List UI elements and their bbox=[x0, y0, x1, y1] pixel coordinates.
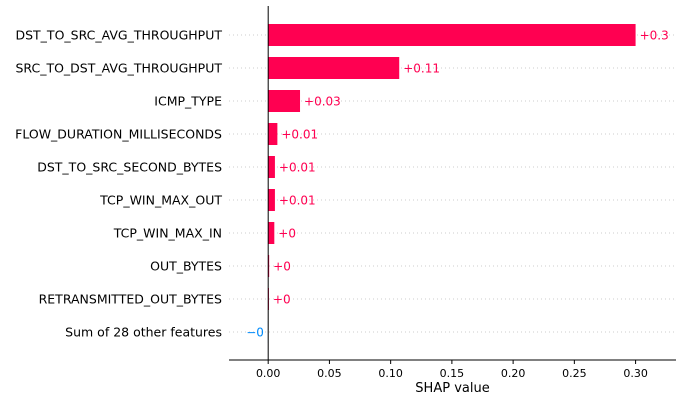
bar bbox=[268, 156, 275, 178]
x-tick-label: 0.10 bbox=[378, 367, 403, 380]
grid-lines bbox=[229, 34, 676, 333]
bars bbox=[267, 24, 636, 343]
feature-labels: DST_TO_SRC_AVG_THROUGHPUT SRC_TO_DST_AVG_… bbox=[15, 28, 222, 340]
value-label: −0 bbox=[246, 326, 264, 340]
value-label: +0.01 bbox=[279, 161, 316, 175]
x-tick-label: 0.25 bbox=[562, 367, 587, 380]
value-label: +0.3 bbox=[640, 29, 669, 43]
bar bbox=[268, 189, 275, 211]
feature-label: SRC_TO_DST_AVG_THROUGHPUT bbox=[15, 61, 222, 76]
feature-label: DST_TO_SRC_AVG_THROUGHPUT bbox=[15, 28, 222, 43]
x-tick-label: 0.20 bbox=[501, 367, 526, 380]
feature-label: TCP_WIN_MAX_IN bbox=[113, 226, 222, 241]
feature-label: RETRANSMITTED_OUT_BYTES bbox=[39, 292, 222, 307]
value-label: +0.01 bbox=[279, 194, 316, 208]
feature-label: FLOW_DURATION_MILLISECONDS bbox=[15, 127, 222, 142]
feature-label: OUT_BYTES bbox=[150, 259, 222, 274]
bar bbox=[268, 24, 636, 46]
value-label: +0.01 bbox=[281, 128, 318, 142]
value-label: +0 bbox=[273, 293, 291, 307]
bar bbox=[268, 123, 278, 145]
feature-label: DST_TO_SRC_SECOND_BYTES bbox=[37, 160, 222, 175]
value-labels: +0.3 +0.11 +0.03 +0.01 +0.01 +0.01 +0 +0 +0 −0 bbox=[246, 29, 668, 340]
feature-label: ICMP_TYPE bbox=[154, 94, 222, 109]
feature-label: TCP_WIN_MAX_OUT bbox=[99, 193, 222, 208]
x-tick-label: 0.00 bbox=[256, 367, 281, 380]
value-label: +0 bbox=[273, 260, 291, 274]
value-label: +0.11 bbox=[403, 62, 440, 76]
bar bbox=[268, 222, 275, 244]
feature-label: Sum of 28 other features bbox=[65, 325, 222, 340]
bar bbox=[268, 90, 301, 112]
x-axis-title: SHAP value bbox=[415, 381, 489, 396]
bar bbox=[268, 57, 400, 79]
value-label: +0 bbox=[278, 227, 296, 241]
x-axis: 0.00 0.05 0.10 0.15 0.20 0.25 0.30 bbox=[229, 359, 676, 380]
value-label: +0.03 bbox=[304, 95, 341, 109]
x-tick-label: 0.15 bbox=[440, 367, 465, 380]
x-tick-label: 0.30 bbox=[623, 367, 648, 380]
x-tick-label: 0.05 bbox=[317, 367, 342, 380]
